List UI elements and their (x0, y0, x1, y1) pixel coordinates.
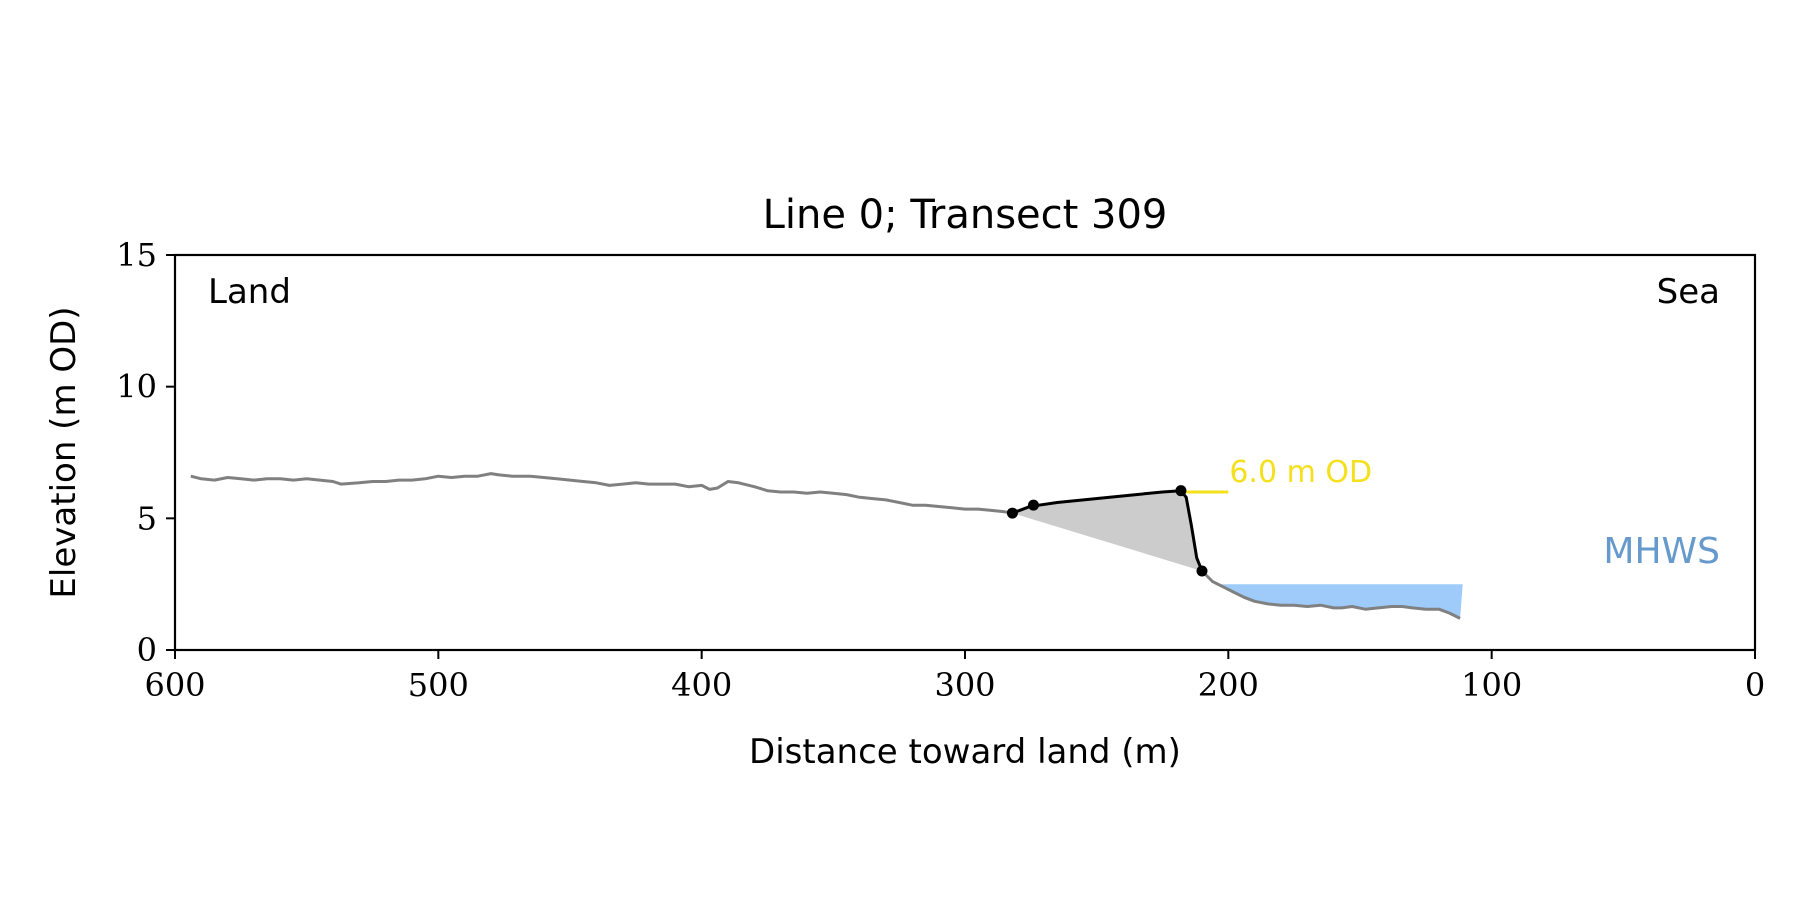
mhws-label: MHWS (1603, 531, 1720, 572)
y-tick-label-5: 5 (137, 499, 157, 537)
x-tick-label-600: 600 (144, 666, 205, 704)
land-label: Land (208, 272, 291, 312)
mhws-water-area (1217, 584, 1463, 619)
x-tick-label-0: 0 (1745, 666, 1765, 704)
feature-marker-0 (1006, 507, 1018, 519)
landward-profile-line (190, 472, 1013, 515)
x-tick-label-500: 500 (408, 666, 469, 704)
feature-marker-3 (1196, 565, 1208, 577)
x-tick-label-200: 200 (1198, 666, 1259, 704)
y-tick-label-0: 0 (137, 631, 157, 669)
plot-marker-layer (1006, 485, 1208, 577)
axes-frame (173, 253, 1757, 652)
seaward-profile-line (1200, 569, 1461, 620)
x-tick-label-300: 300 (934, 666, 995, 704)
y-axis-label: Elevation (m OD) (44, 306, 84, 598)
y-tick-label-15: 15 (116, 236, 157, 274)
y-ticks: 0 5 10 15 (116, 236, 175, 669)
x-tick-label-100: 100 (1461, 666, 1522, 704)
contour-label: 6.0 m OD (1229, 455, 1372, 490)
feature-fill-area (1012, 490, 1202, 571)
sea-label: Sea (1657, 272, 1720, 312)
chart-title: Line 0; Transect 309 (763, 192, 1168, 238)
x-ticks: 600 500 400 300 200 100 0 (144, 650, 1765, 704)
feature-marker-1 (1027, 499, 1039, 511)
x-axis-label: Distance toward land (m) (749, 732, 1181, 772)
plot-fill-layer (1012, 490, 1463, 619)
feature-marker-2 (1175, 485, 1187, 497)
x-tick-label-400: 400 (671, 666, 732, 704)
y-tick-label-10: 10 (116, 368, 157, 406)
